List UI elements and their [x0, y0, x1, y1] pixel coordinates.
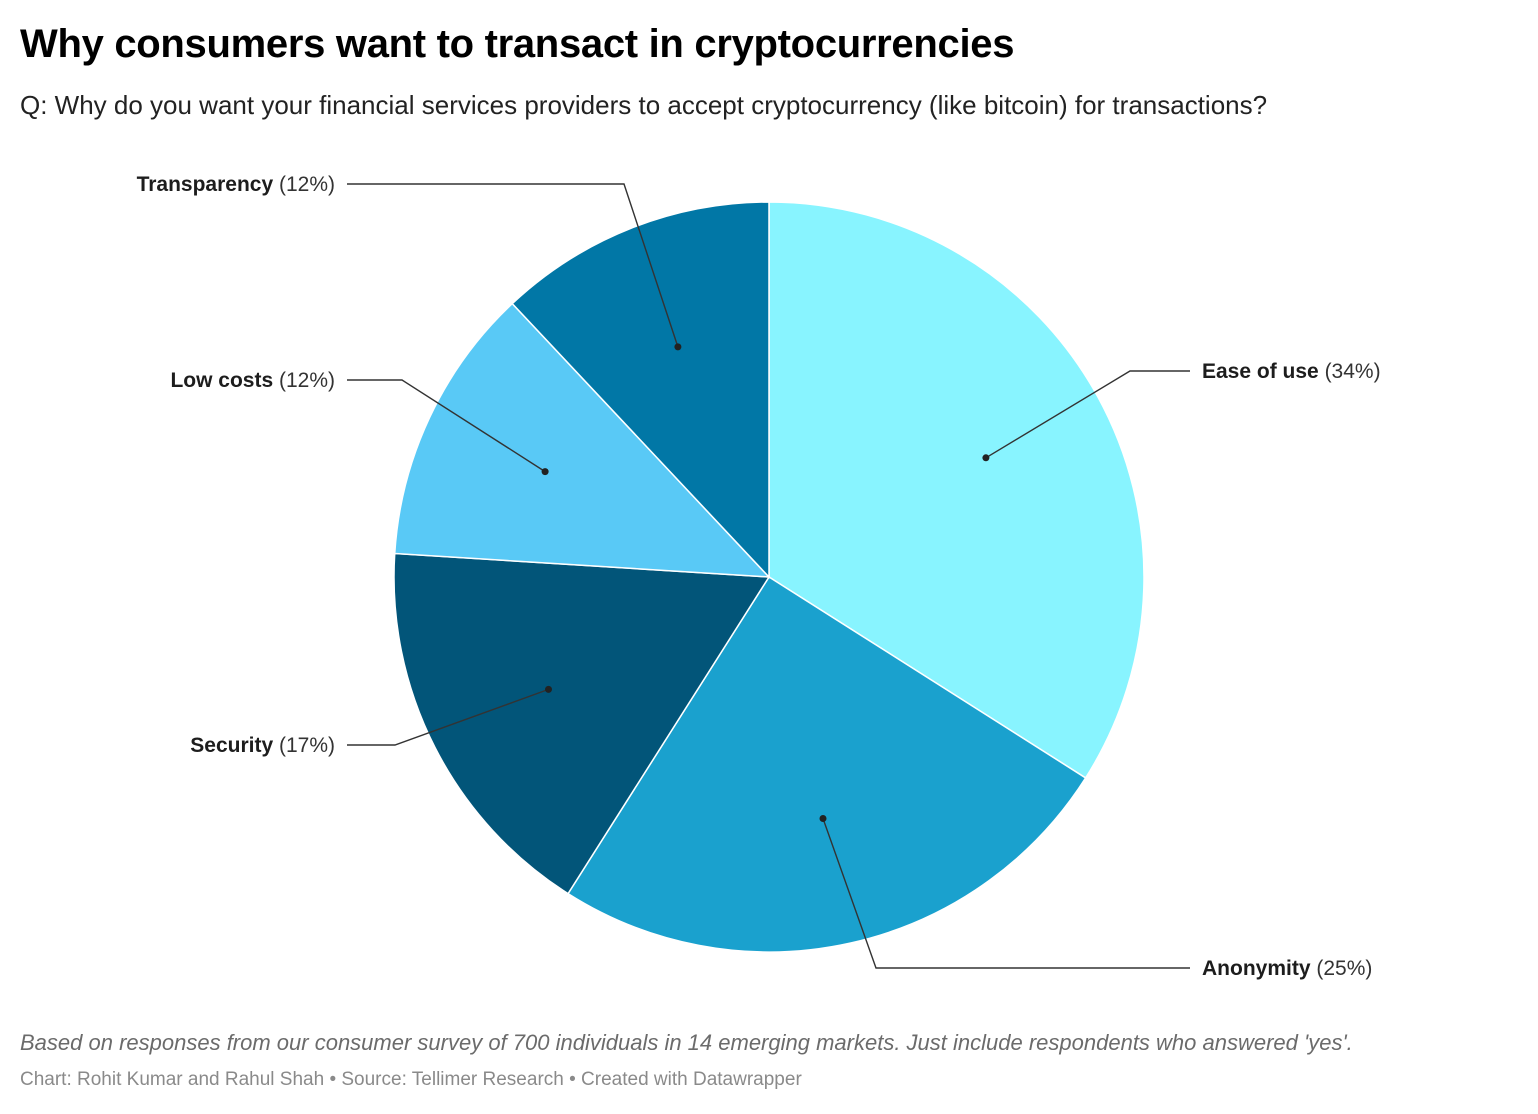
- slice-label-ease-of-use: Ease of use (34%): [1202, 360, 1381, 383]
- pie-slice-anonymity: [567, 575, 1087, 953]
- chart-subtitle: Q: Why do you want your financial servic…: [20, 90, 1268, 120]
- chart-title: Why consumers want to transact in crypto…: [20, 22, 1015, 66]
- slice-label-name: Security: [190, 734, 273, 757]
- leader-line-low-costs: [347, 379, 546, 473]
- leader-dot-security: [545, 685, 552, 693]
- leader-dot-anonymity: [819, 815, 827, 822]
- leader-lines: [347, 183, 1190, 969]
- chart-notes: Based on responses from our consumer sur…: [20, 1030, 1353, 1055]
- slice-label-low-costs: Low costs (12%): [170, 369, 335, 392]
- pie-slice-low-costs: [393, 302, 771, 578]
- pie-slice-security: [393, 552, 771, 895]
- slice-label-transparency: Transparency (12%): [137, 173, 335, 196]
- slice-label-value: (17%): [273, 734, 335, 757]
- leader-line-ease-of-use: [985, 370, 1190, 459]
- leader-dot-ease-of-use: [982, 454, 990, 462]
- slice-label-name: Transparency: [137, 173, 274, 196]
- slice-label-name: Anonymity: [1202, 957, 1311, 980]
- pie-slice-ease-of-use: [768, 201, 1145, 779]
- slice-label-value: (34%): [1319, 360, 1381, 383]
- slice-labels: Ease of use (34%) Anonymity (25%) Security…: [137, 173, 1381, 980]
- pie-slices: [393, 201, 1145, 953]
- leader-line-transparency: [347, 183, 679, 348]
- slice-label-name: Ease of use: [1202, 360, 1319, 383]
- slice-label-value: (12%): [273, 369, 335, 392]
- slice-label-name: Low costs: [170, 369, 273, 392]
- slice-label-security: Security (17%): [190, 734, 335, 757]
- leader-dot-transparency: [674, 343, 682, 351]
- slice-label-anonymity: Anonymity (25%): [1202, 957, 1372, 980]
- leader-line-security: [347, 688, 549, 746]
- leader-line-anonymity: [822, 818, 1190, 969]
- chart-byline: Chart: Rohit Kumar and Rahul Shah • Sour…: [20, 1069, 802, 1090]
- pie-slice-transparency: [511, 201, 770, 579]
- slice-label-value: (12%): [273, 173, 335, 196]
- slice-label-value: (25%): [1311, 957, 1373, 980]
- leader-dot-low-costs: [541, 468, 549, 476]
